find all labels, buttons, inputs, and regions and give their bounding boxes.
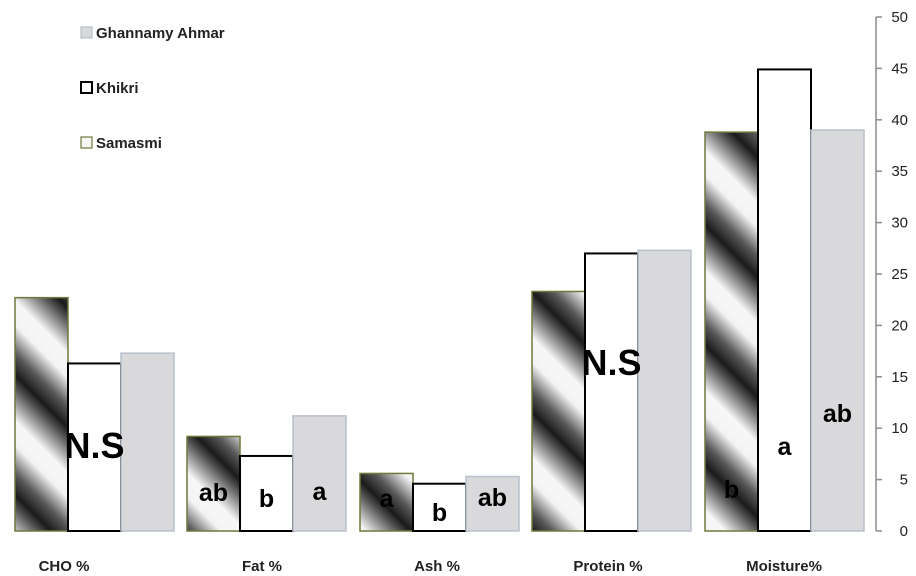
significance-label-khikri-fat: b — [259, 485, 274, 513]
legend-label-khikri: Khikri — [96, 80, 139, 97]
bar-khikri-moisture — [757, 68, 812, 532]
bar-ghannamy-ahmar-moisture — [810, 129, 865, 532]
significance-label-ghannamy-ahmar-moisture: ab — [823, 400, 852, 428]
significance-label-samasmi-ash: a — [380, 485, 395, 513]
x-tick-label-protein: Protein % — [573, 558, 642, 575]
bar-khikri-protein — [584, 252, 639, 532]
y-tick-label: 25 — [891, 266, 908, 283]
y-tick-label: 10 — [891, 420, 908, 437]
ns-label-cho: N.S — [64, 425, 124, 466]
legend-label-ghannamy-ahmar: Ghannamy Ahmar — [96, 25, 225, 42]
y-tick-label: 0 — [900, 523, 908, 540]
legend-label-samasmi: Samasmi — [96, 135, 162, 152]
y-axis: 0 5 10 15 20 25 30 35 40 45 50 — [875, 9, 908, 540]
y-tick-label: 50 — [891, 9, 908, 26]
significance-label-samasmi-fat: ab — [199, 479, 228, 507]
y-tick-label: 40 — [891, 112, 908, 129]
bar-samasmi-cho — [14, 296, 69, 532]
bar-samasmi-moisture — [704, 131, 759, 532]
x-tick-label-fat: Fat % — [242, 558, 282, 575]
y-tick-label: 45 — [891, 60, 908, 77]
bar-ghannamy-ahmar-cho — [120, 352, 175, 532]
legend: Ghannamy Ahmar Khikri Samasmi — [80, 25, 225, 152]
ns-label-protein: N.S — [581, 342, 641, 383]
significance-label-khikri-ash: b — [432, 499, 447, 527]
y-tick-label: 15 — [891, 369, 908, 386]
significance-label-samasmi-moisture: b — [724, 476, 739, 504]
bar-khikri-ash — [412, 482, 467, 533]
bars-layer — [14, 68, 865, 533]
y-tick-label: 35 — [891, 163, 908, 180]
legend-swatch-samasmi — [80, 136, 93, 149]
bar-khikri-fat — [239, 454, 294, 532]
bar-samasmi-protein — [531, 290, 586, 532]
bar-samasmi-ash — [359, 472, 414, 532]
bar-khikri-cho — [67, 362, 122, 532]
bar-ghannamy-ahmar-protein — [637, 249, 692, 532]
x-tick-label-ash: Ash % — [414, 558, 460, 575]
legend-swatch-khikri — [80, 81, 93, 94]
legend-swatch-ghannamy-ahmar — [80, 26, 93, 39]
x-tick-label-cho: CHO % — [39, 558, 90, 575]
y-tick-label: 5 — [900, 472, 908, 489]
significance-label-khikri-moisture: a — [778, 433, 793, 461]
x-axis-labels: CHO % Fat % Ash % Protein % Moisture% — [39, 558, 822, 575]
y-tick-label: 20 — [891, 317, 908, 334]
significance-label-ghannamy-ahmar-ash: ab — [478, 484, 507, 512]
significance-label-ghannamy-ahmar-fat: a — [313, 478, 328, 506]
bar-ghannamy-ahmar-ash — [465, 475, 520, 532]
x-tick-label-moisture: Moisture% — [746, 558, 822, 575]
bar-ghannamy-ahmar-fat — [292, 415, 347, 532]
y-tick-label: 30 — [891, 215, 908, 232]
